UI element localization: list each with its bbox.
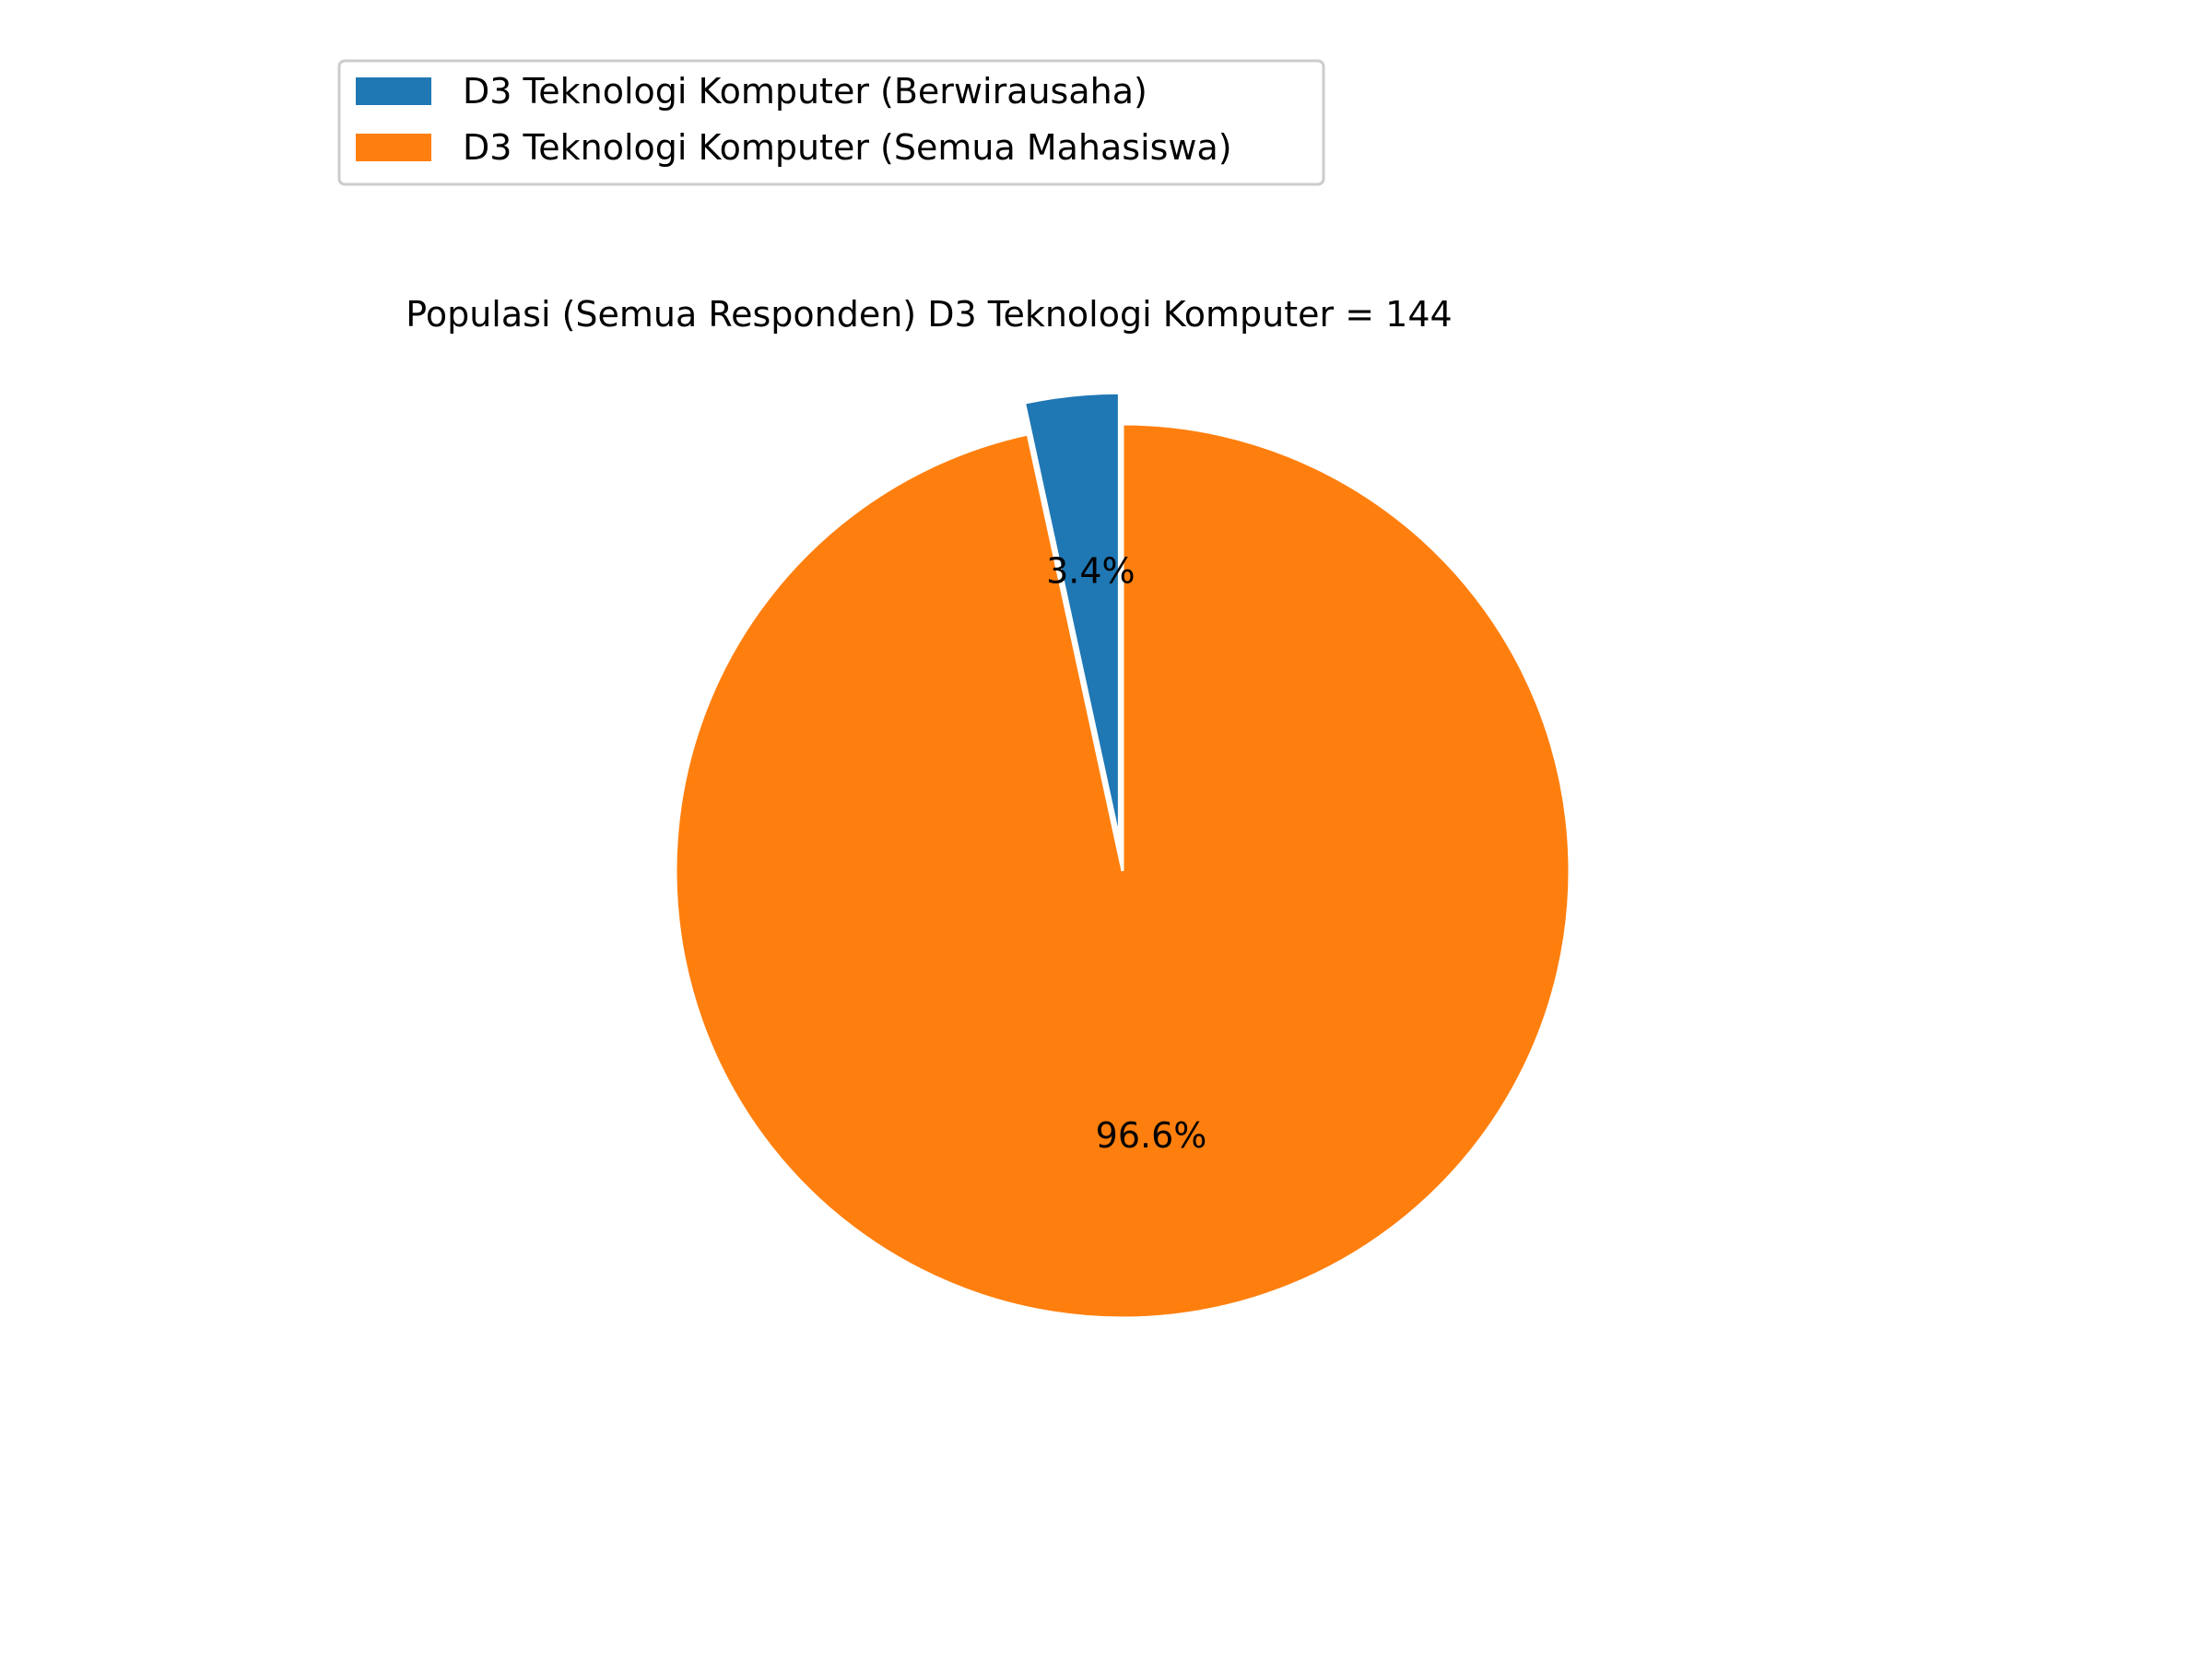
pie-label-berwirausaha: 3.4% bbox=[1046, 550, 1135, 591]
legend-frame bbox=[337, 59, 1325, 186]
pie-slice-semua-mahasiswa bbox=[674, 422, 1571, 1320]
pie-value-labels: 3.4% 96.6% bbox=[1046, 550, 1206, 1155]
pie-slice-berwirausaha bbox=[1022, 391, 1121, 841]
pie-slices bbox=[674, 391, 1571, 1320]
legend-label-berwirausaha: D3 Teknologi Komputer (Berwirausaha) bbox=[463, 71, 1147, 112]
legend-swatch-semua-mahasiswa bbox=[356, 134, 431, 161]
legend: D3 Teknologi Komputer (Berwirausaha) D3 … bbox=[337, 59, 1325, 186]
legend-label-semua-mahasiswa: D3 Teknologi Komputer (Semua Mahasiswa) bbox=[463, 127, 1232, 168]
legend-swatch-berwirausaha bbox=[356, 77, 431, 105]
pie-label-semua-mahasiswa: 96.6% bbox=[1096, 1115, 1207, 1156]
chart-title: Populasi (Semua Responden) D3 Teknologi … bbox=[406, 294, 1452, 335]
